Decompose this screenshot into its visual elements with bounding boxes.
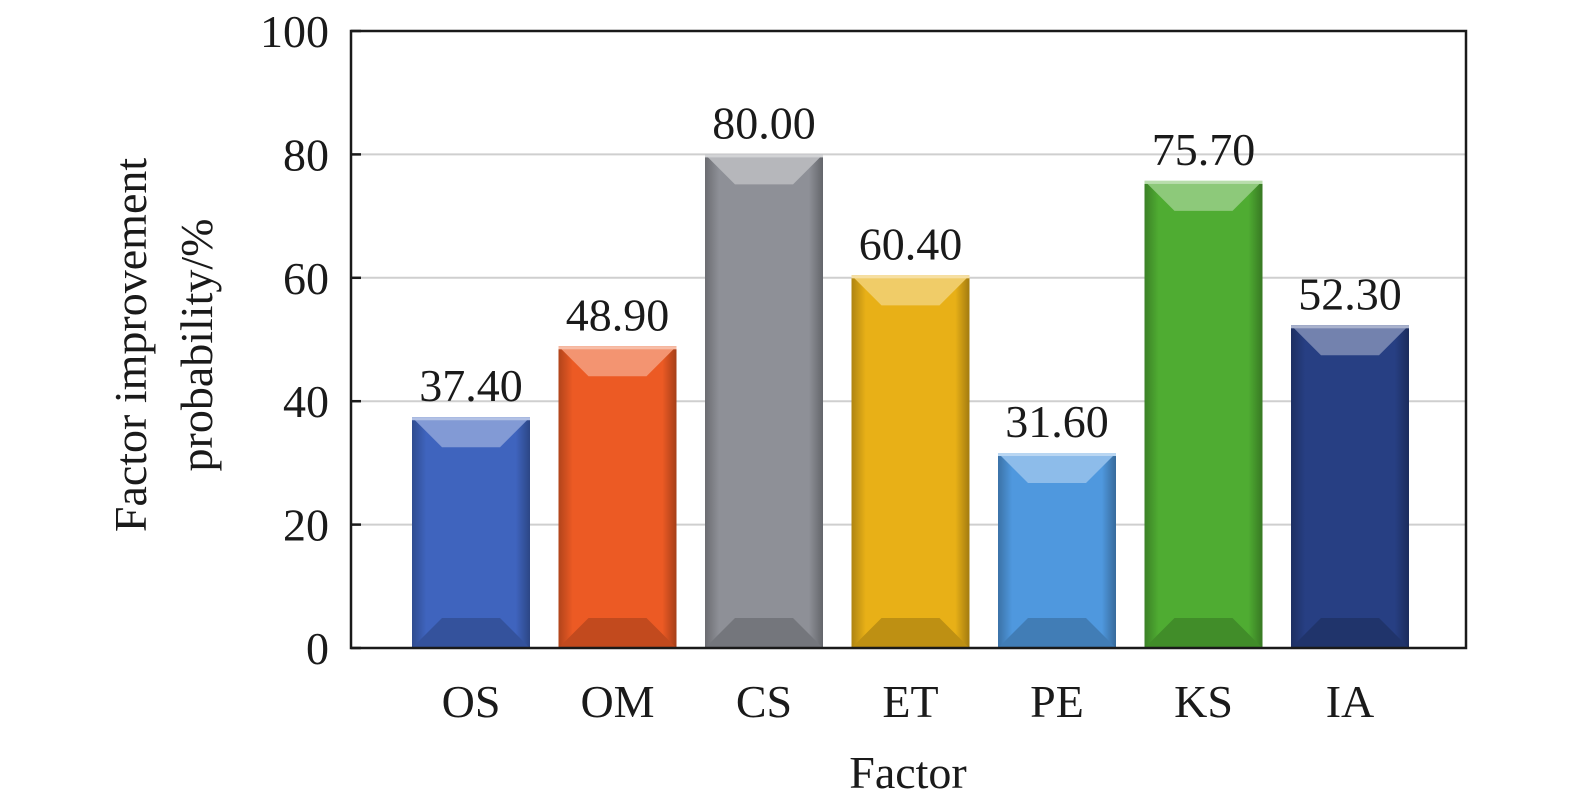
bar-body	[705, 154, 823, 648]
bar-body	[998, 453, 1116, 648]
x-tick-label: IA	[1326, 676, 1375, 727]
bar-top-bevel	[998, 453, 1116, 484]
bar-cs	[705, 154, 823, 648]
bar-om	[558, 346, 677, 648]
x-tick-label: ET	[882, 676, 938, 727]
y-tick-label: 80	[283, 129, 329, 180]
x-tick-labels: OS OM CS ET PE KS IA	[442, 676, 1375, 727]
bar-top-bevel	[705, 154, 823, 185]
bar-et	[851, 275, 970, 648]
bar-top-highlight	[851, 275, 970, 279]
x-tick-label: KS	[1174, 676, 1233, 727]
bar-top-bevel	[1291, 325, 1409, 356]
bar-bottom-bevel	[851, 618, 970, 648]
bar-os	[412, 417, 530, 648]
bar-body	[851, 275, 970, 648]
x-tick-label: OS	[442, 676, 501, 727]
x-tick-label: CS	[736, 676, 792, 727]
value-label: 37.40	[419, 360, 523, 411]
x-tick-label: PE	[1030, 676, 1084, 727]
bar-body	[558, 346, 677, 648]
bar-bottom-bevel	[1144, 618, 1263, 648]
bar-ks	[1144, 180, 1263, 648]
bar-bottom-bevel	[412, 618, 530, 648]
value-label: 60.40	[859, 218, 963, 269]
bar-ia	[1291, 325, 1409, 648]
y-tick-label: 20	[283, 500, 329, 551]
y-tick-label: 0	[306, 623, 329, 674]
bar-top-highlight	[705, 154, 823, 158]
y-tick-label: 60	[283, 253, 329, 304]
bar-top-bevel	[1144, 180, 1263, 211]
bar-bottom-bevel	[998, 618, 1116, 648]
value-label: 52.30	[1298, 268, 1402, 319]
bar-top-highlight	[558, 346, 677, 350]
plot-frame	[349, 29, 1468, 650]
y-tick-label: 40	[283, 376, 329, 427]
value-label: 75.70	[1152, 124, 1256, 175]
bar-top-highlight	[1291, 325, 1409, 329]
y-ticks: 0 20 40 60 80 100	[260, 6, 361, 674]
bar-top-highlight	[998, 453, 1116, 457]
value-labels: 37.40 48.90 80.00 60.40 31.60 75.70 52.30	[419, 97, 1402, 447]
value-label: 80.00	[712, 97, 816, 148]
bar-bottom-bevel	[705, 618, 823, 648]
bar-pe	[998, 453, 1116, 648]
y-axis-title-line-2: probability/%	[171, 219, 222, 472]
value-label: 31.60	[1005, 396, 1109, 447]
y-axis-title: Factor improvement probability/%	[105, 158, 222, 533]
bar-top-bevel	[558, 346, 677, 377]
bars	[412, 154, 1409, 648]
bar-body	[1144, 180, 1263, 648]
value-label: 48.90	[566, 289, 670, 340]
x-axis-title: Factor	[849, 747, 967, 798]
bar-bottom-bevel	[1291, 618, 1409, 648]
bar-top-bevel	[851, 275, 970, 306]
y-axis-title-line-1: Factor improvement	[105, 158, 156, 533]
bar-top-highlight	[412, 417, 530, 421]
bar-body	[412, 417, 530, 648]
x-tick-label: OM	[580, 676, 654, 727]
y-tick-label: 100	[260, 6, 329, 57]
bar-body	[1291, 325, 1409, 648]
bar-top-highlight	[1144, 180, 1263, 184]
bar-bottom-bevel	[558, 618, 677, 648]
bar-top-bevel	[412, 417, 530, 448]
